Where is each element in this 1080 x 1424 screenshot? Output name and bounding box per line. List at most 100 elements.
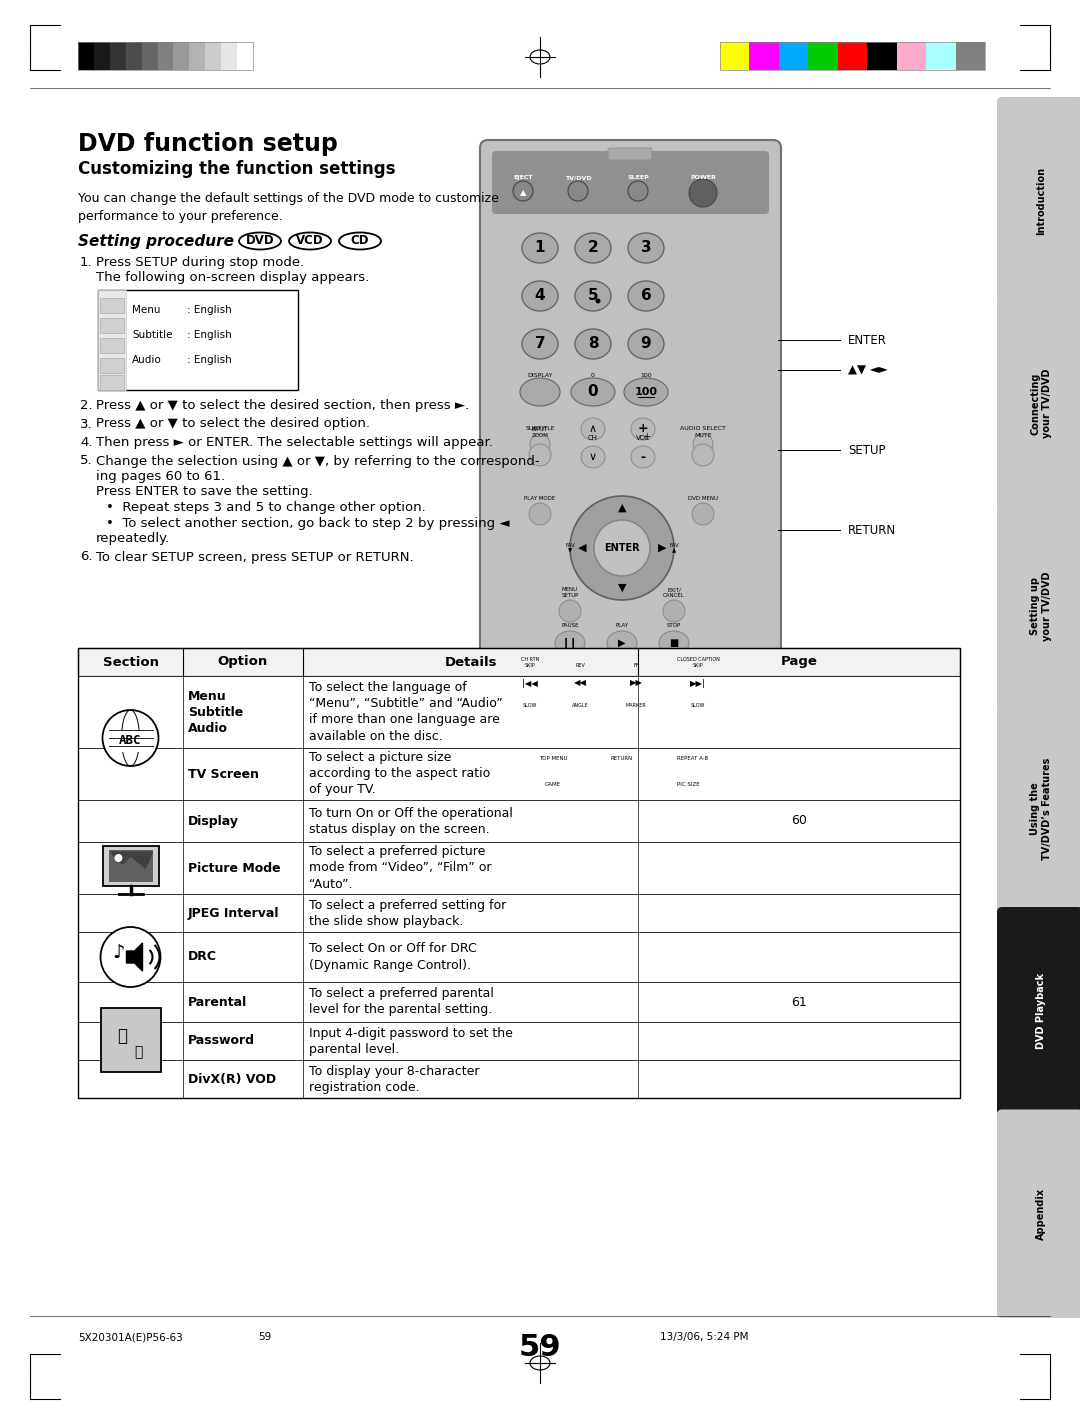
Text: DVD Playback: DVD Playback <box>1036 973 1047 1049</box>
FancyBboxPatch shape <box>997 907 1080 1115</box>
Circle shape <box>692 503 714 525</box>
Text: STOP: STOP <box>666 624 681 628</box>
Text: ∧: ∧ <box>589 424 597 434</box>
Circle shape <box>627 181 648 201</box>
Text: SLOW: SLOW <box>691 703 705 708</box>
Text: JPEG Interval: JPEG Interval <box>188 907 280 920</box>
Bar <box>78 41 94 70</box>
Text: Setting up
your TV/DVD: Setting up your TV/DVD <box>1030 571 1052 641</box>
Text: Menu
Subtitle
Audio: Menu Subtitle Audio <box>188 689 243 735</box>
Ellipse shape <box>575 234 611 263</box>
Text: Press ▲ or ▼ to select the desired option.: Press ▲ or ▼ to select the desired optio… <box>96 417 370 430</box>
Text: : English: : English <box>187 330 232 340</box>
Bar <box>221 41 238 70</box>
Ellipse shape <box>623 672 649 693</box>
Text: 13/3/06, 5:24 PM: 13/3/06, 5:24 PM <box>660 1331 748 1341</box>
Ellipse shape <box>623 712 649 733</box>
Circle shape <box>559 600 581 622</box>
Bar <box>98 290 126 390</box>
Text: SETUP: SETUP <box>848 443 886 457</box>
Bar <box>125 41 141 70</box>
Text: ♪: ♪ <box>112 944 125 963</box>
Text: To display your 8-character
registration code.: To display your 8-character registration… <box>309 1065 480 1094</box>
Ellipse shape <box>627 329 664 359</box>
Ellipse shape <box>567 712 593 733</box>
Text: To select the language of
“Menu”, “Subtitle” and “Audio”
if more than one langua: To select the language of “Menu”, “Subti… <box>309 682 503 742</box>
Circle shape <box>570 496 674 600</box>
Ellipse shape <box>685 712 711 733</box>
Ellipse shape <box>239 232 281 249</box>
Ellipse shape <box>522 329 558 359</box>
Text: TV Screen: TV Screen <box>188 768 259 780</box>
Text: 5X20301A(E)P56-63: 5X20301A(E)P56-63 <box>78 1331 183 1341</box>
Bar <box>750 41 779 70</box>
Bar <box>78 1059 960 1098</box>
Ellipse shape <box>575 329 611 359</box>
Text: ▶▶: ▶▶ <box>630 678 643 688</box>
Text: Using the
TV/DVD’s Features: Using the TV/DVD’s Features <box>1030 758 1052 860</box>
Ellipse shape <box>517 672 543 693</box>
Text: 61: 61 <box>792 995 807 1008</box>
Text: ■: ■ <box>670 638 678 648</box>
Ellipse shape <box>519 377 561 406</box>
Text: FF: FF <box>633 664 638 668</box>
Text: SUBTITLE: SUBTITLE <box>525 426 555 431</box>
Text: Connecting
your TV/DVD: Connecting your TV/DVD <box>1030 369 1052 439</box>
Text: To select a picture size
according to the aspect ratio
of your TV.: To select a picture size according to th… <box>309 752 490 796</box>
Text: CH: CH <box>588 434 598 441</box>
Text: DISPLAY: DISPLAY <box>527 373 553 377</box>
Text: Menu: Menu <box>132 305 161 315</box>
Ellipse shape <box>522 234 558 263</box>
Bar <box>78 648 960 1098</box>
Ellipse shape <box>624 377 669 406</box>
Text: CLOSED CAPTION
SKIP: CLOSED CAPTION SKIP <box>676 658 719 668</box>
FancyBboxPatch shape <box>997 705 1080 913</box>
Circle shape <box>100 927 161 987</box>
Bar <box>238 41 253 70</box>
Bar <box>720 41 750 70</box>
Text: SLEEP: SLEEP <box>627 175 649 179</box>
Text: You can change the default settings of the DVD mode to customize
performance to : You can change the default settings of t… <box>78 192 499 224</box>
Circle shape <box>663 600 685 622</box>
Text: ENTER: ENTER <box>604 543 639 553</box>
Bar <box>867 41 896 70</box>
Text: INPUT
ZOOM: INPUT ZOOM <box>531 427 549 439</box>
Text: repeatedly.: repeatedly. <box>96 533 171 545</box>
Text: Then press ► or ENTER. The selectable settings will appear.: Then press ► or ENTER. The selectable se… <box>96 436 492 449</box>
Text: 8: 8 <box>588 336 598 352</box>
Text: Input 4-digit password to set the
parental level.: Input 4-digit password to set the parent… <box>309 1027 513 1055</box>
Bar <box>174 41 189 70</box>
Bar <box>98 290 298 390</box>
Text: FAV
▲: FAV ▲ <box>670 543 679 554</box>
Circle shape <box>513 181 534 201</box>
Text: 6.: 6. <box>80 551 93 564</box>
Ellipse shape <box>659 631 689 655</box>
Text: ▶: ▶ <box>658 543 666 553</box>
Bar <box>113 731 148 752</box>
Bar <box>103 846 159 886</box>
Bar <box>205 41 221 70</box>
Text: Password: Password <box>188 1034 255 1048</box>
Text: Page: Page <box>781 655 818 668</box>
Ellipse shape <box>517 712 543 733</box>
Text: ing pages 60 to 61.: ing pages 60 to 61. <box>96 470 225 483</box>
Ellipse shape <box>581 419 605 440</box>
Text: 1: 1 <box>535 241 545 255</box>
Text: 0: 0 <box>591 373 595 377</box>
Text: PLAY: PLAY <box>616 624 629 628</box>
Text: FAV
▼: FAV ▼ <box>565 543 575 554</box>
Ellipse shape <box>581 446 605 468</box>
Text: 100: 100 <box>635 387 658 397</box>
Text: 🔩: 🔩 <box>134 1045 143 1059</box>
Text: To clear SETUP screen, press SETUP or RETURN.: To clear SETUP screen, press SETUP or RE… <box>96 551 414 564</box>
Text: MARKER: MARKER <box>625 703 646 708</box>
Bar <box>78 1022 960 1059</box>
Text: : English: : English <box>187 305 232 315</box>
Bar <box>632 776 752 795</box>
Text: 0: 0 <box>588 384 598 400</box>
Bar <box>78 894 960 931</box>
Text: Subtitle: Subtitle <box>132 330 173 340</box>
Text: Parental: Parental <box>188 995 247 1008</box>
Text: 59: 59 <box>258 1331 272 1341</box>
Ellipse shape <box>685 672 711 693</box>
